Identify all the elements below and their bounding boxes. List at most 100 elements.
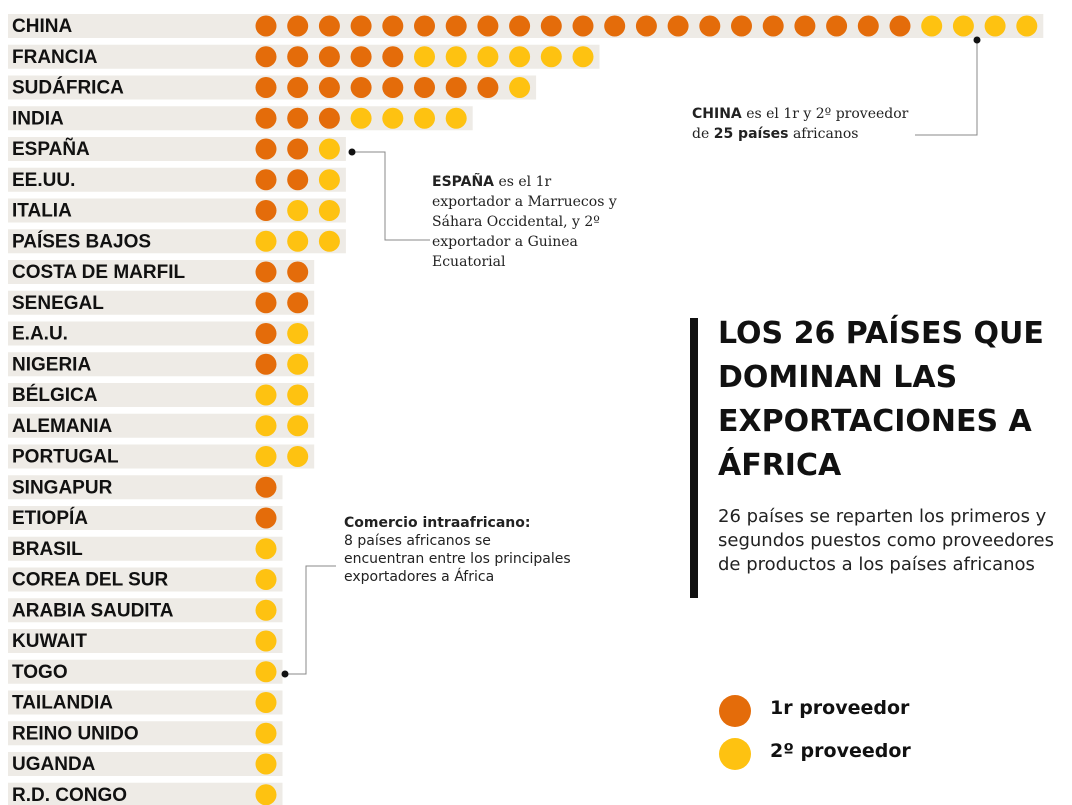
dot-group xyxy=(255,722,277,744)
dot xyxy=(287,138,309,160)
dot-group xyxy=(255,230,340,252)
dot-group xyxy=(255,692,277,713)
dot xyxy=(984,15,1006,37)
category-label: COSTA DE MARFIL xyxy=(12,262,185,283)
dot-group xyxy=(255,77,499,98)
dot-group xyxy=(255,353,277,375)
annotation: CHINA es el 1r y 2º proveedor de 25 país… xyxy=(692,104,922,144)
dot xyxy=(350,107,372,129)
dot xyxy=(414,46,435,68)
row-background xyxy=(8,629,283,653)
dot-group xyxy=(318,169,340,191)
row-background xyxy=(8,567,283,592)
legend-swatch xyxy=(719,738,751,770)
dot-group xyxy=(255,599,277,621)
dot xyxy=(414,15,435,37)
dot xyxy=(414,77,435,98)
dot-group xyxy=(350,107,467,129)
dot xyxy=(287,446,309,467)
row-background xyxy=(8,721,283,746)
dot-group xyxy=(255,46,404,68)
dot xyxy=(667,15,689,37)
dot-group xyxy=(255,784,277,805)
row-background xyxy=(8,690,283,715)
connector xyxy=(285,565,336,675)
row-background xyxy=(8,782,283,805)
dot xyxy=(382,46,404,68)
dot xyxy=(287,169,309,191)
category-label: PORTUGAL xyxy=(12,447,119,468)
dot xyxy=(255,415,277,437)
dot-group xyxy=(255,753,277,775)
category-label: SENEGAL xyxy=(12,293,104,314)
dot-group xyxy=(255,323,277,344)
dot xyxy=(318,138,340,160)
dot xyxy=(255,200,277,221)
dot xyxy=(255,323,277,344)
dot xyxy=(318,230,340,252)
category-label: ESPAÑA xyxy=(12,138,90,160)
dot-group xyxy=(255,292,309,314)
dot xyxy=(572,15,594,37)
dot xyxy=(826,15,848,37)
annotation: ESPAÑA es el 1r exportador a Marruecos y… xyxy=(432,172,622,272)
category-label: ITALIA xyxy=(12,201,72,222)
dot xyxy=(255,107,277,129)
dot xyxy=(255,692,277,713)
dot xyxy=(318,77,340,98)
dot xyxy=(952,15,974,37)
dot xyxy=(572,46,594,68)
dot xyxy=(477,15,499,37)
category-label: TAILANDIA xyxy=(12,693,113,714)
dot-group xyxy=(255,261,309,283)
dot xyxy=(255,77,277,98)
dot-group xyxy=(255,169,309,191)
dot-group xyxy=(414,46,594,68)
dot xyxy=(287,107,309,129)
dot-group xyxy=(318,138,340,160)
row-background xyxy=(8,752,283,776)
dot xyxy=(287,46,309,68)
dot xyxy=(318,169,340,191)
row-background xyxy=(8,506,283,530)
dot xyxy=(255,538,277,560)
dot xyxy=(255,599,277,621)
annotation-text: africanos xyxy=(788,126,859,142)
dot xyxy=(255,476,277,498)
title-bar xyxy=(690,318,698,598)
category-label: UGANDA xyxy=(12,754,96,775)
category-label: COREA DEL SUR xyxy=(12,570,169,591)
category-label: TOGO xyxy=(12,662,68,683)
dot xyxy=(255,661,277,683)
dot-group xyxy=(255,538,277,560)
dot xyxy=(477,46,499,68)
dot xyxy=(318,46,340,68)
row-background xyxy=(8,536,283,561)
connectors xyxy=(281,36,981,678)
dot xyxy=(287,200,309,221)
dot xyxy=(287,353,309,375)
category-label: KUWAIT xyxy=(12,631,87,652)
category-label: REINO UNIDO xyxy=(12,723,139,744)
category-label: ETIOPÍA xyxy=(12,507,88,529)
row-background xyxy=(8,659,283,684)
dot-group xyxy=(255,415,309,437)
dot xyxy=(255,292,277,314)
dot xyxy=(255,261,277,283)
connector-dot xyxy=(281,670,289,678)
annotation-text: es el 1r y 2º proveedor de xyxy=(692,106,909,142)
category-label: ALEMANIA xyxy=(12,416,113,437)
annotation: Comercio intraafricano: 8 países african… xyxy=(344,514,574,586)
dot xyxy=(350,46,372,68)
dot xyxy=(255,353,277,375)
category-label: BÉLGICA xyxy=(12,384,98,406)
category-label: CHINA xyxy=(12,16,72,37)
dot-group xyxy=(255,15,911,37)
dot xyxy=(857,15,879,37)
dot xyxy=(255,169,277,191)
annotation-text: 8 países africanos se encuentran entre l… xyxy=(344,533,571,585)
dot xyxy=(255,15,277,37)
dot xyxy=(509,77,531,98)
chart-title: LOS 26 PAÍSES QUE DOMINAN LAS EXPORTACIO… xyxy=(718,316,1044,483)
